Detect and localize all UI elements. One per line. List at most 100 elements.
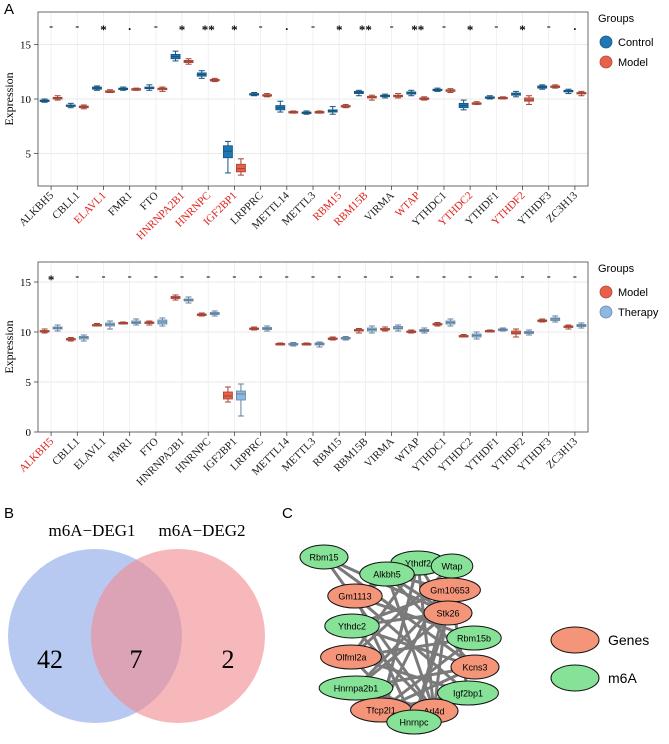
legend-swatch [599, 285, 613, 299]
node-shape [324, 613, 380, 639]
box-model-hnrnpc [196, 312, 207, 317]
box-model-elavl1 [92, 323, 102, 327]
box-model-ythdf3 [550, 84, 561, 89]
node-shape [320, 644, 382, 670]
node-label: Tfcp2l1 [366, 706, 396, 716]
y-tick-label: 15 [20, 40, 32, 52]
edge-rbm15-arl4d [322, 555, 436, 713]
box-therapy-fmr1 [131, 318, 142, 326]
box-model-igf2bp1 [223, 386, 233, 403]
significance-mark: - [75, 19, 79, 33]
box-control-ythdf2 [511, 90, 521, 98]
box-control-rbm15 [327, 106, 338, 115]
node-shape [423, 600, 473, 626]
box-control-ythdf3 [537, 84, 548, 90]
node-label: Ythdf2 [405, 559, 431, 569]
box-therapy-lrpprc [262, 325, 273, 332]
node-label: Hnrnpa2b1 [334, 684, 379, 694]
legend-swatch [550, 626, 600, 654]
legend-label: Model [618, 287, 648, 299]
box-therapy-alkbh5 [52, 324, 63, 332]
panel-label-b: B [4, 505, 14, 522]
legend-label: Therapy [618, 307, 659, 319]
box-iqr [524, 97, 534, 102]
significance-mark: - [390, 19, 394, 33]
box-therapy-ythdc1 [445, 318, 456, 327]
box-model-fmr1 [118, 321, 129, 325]
box-control-ythdc1 [432, 87, 443, 92]
venn-intersection-count: 7 [130, 645, 143, 674]
significance-mark: ** [202, 22, 215, 37]
significance-mark: - [337, 269, 341, 283]
y-axis: 0 5 10 15 [20, 277, 38, 439]
box-control-ythdf1 [484, 95, 495, 100]
node-label: Wtap [441, 562, 462, 572]
box-model-hnrnpc [209, 77, 220, 83]
node-shape [327, 583, 383, 609]
significance-mark: . [285, 19, 288, 33]
significance-mark: - [259, 19, 263, 33]
significance-mark: . [573, 19, 576, 33]
x-tick-label: FMR1 [106, 190, 135, 219]
node-shape [359, 561, 415, 587]
significance-mark: - [311, 19, 315, 33]
box-model-ythdc2 [458, 334, 469, 338]
box-therapy-fto [157, 317, 168, 327]
box-model-rbm15b [366, 94, 377, 101]
significance-marks: * - - - - - - - - - - - - - - - - - - - - [48, 269, 577, 287]
box-model-cbll1 [65, 337, 76, 342]
node-igf2bp1: Igf2bp1 [437, 680, 499, 706]
node-shape [446, 625, 502, 651]
panel-label-a: A [4, 1, 14, 18]
venn-set-2-circle [91, 549, 265, 723]
box-therapy-ythdc2 [471, 331, 482, 340]
node-shape [318, 675, 394, 701]
boxes [39, 50, 587, 176]
box-model-wtap [406, 329, 417, 334]
box-therapy-elavl1 [105, 320, 115, 330]
node-shape [450, 654, 500, 680]
box-therapy-wtap [419, 327, 430, 334]
box-model-hnrnpa2b1 [183, 58, 194, 65]
node-rbm15b: Rbm15b [446, 625, 502, 651]
box-therapy-cbll1 [78, 334, 89, 342]
significance-mark: ** [411, 22, 424, 37]
x-tick-label: VIRMA [362, 436, 396, 470]
significance-mark: - [416, 269, 420, 283]
y-tick-label: 10 [20, 327, 32, 339]
box-control-elavl1 [92, 85, 102, 91]
significance-marks: - - *. - * ** * -. - * ** - ** - * - * -. [49, 19, 576, 37]
x-tick-label: FMR1 [106, 436, 135, 465]
box-model-ythdf1 [497, 96, 508, 100]
significance-mark: * [100, 22, 107, 37]
box-therapy-zc3h13 [576, 322, 587, 329]
y-tick-label: 10 [20, 94, 32, 106]
significance-mark: * [519, 22, 526, 37]
box-model-lrpprc [249, 326, 260, 331]
box-therapy-virma [393, 324, 403, 332]
significance-mark: - [128, 269, 132, 283]
node-gm10653: Gm10653 [419, 577, 481, 603]
significance-mark: * [179, 22, 186, 37]
significance-mark: - [285, 269, 289, 283]
node-hnrnpc: Hnrnpc [386, 709, 442, 735]
box-model-virma [393, 93, 403, 99]
legend-swatch [599, 55, 613, 69]
box-model-igf2bp1 [236, 158, 246, 176]
legend-label: Control [618, 37, 653, 49]
significance-mark: - [468, 269, 472, 283]
significance-mark: . [128, 19, 131, 33]
box-control-cbll1 [65, 102, 76, 109]
box-therapy-ythdf2 [524, 329, 534, 336]
venn-set-2-label: m6A−DEG2 [158, 521, 245, 540]
node-rbm15: Rbm15 [299, 544, 349, 570]
boxes [39, 294, 587, 417]
box-therapy-hnrnpc [209, 310, 220, 317]
node-shape [299, 544, 349, 570]
node-hnrnpa2b1: Hnrnpa2b1 [318, 675, 394, 701]
box-model-mettl3 [301, 342, 312, 346]
node-label: Gm1113 [338, 592, 371, 602]
